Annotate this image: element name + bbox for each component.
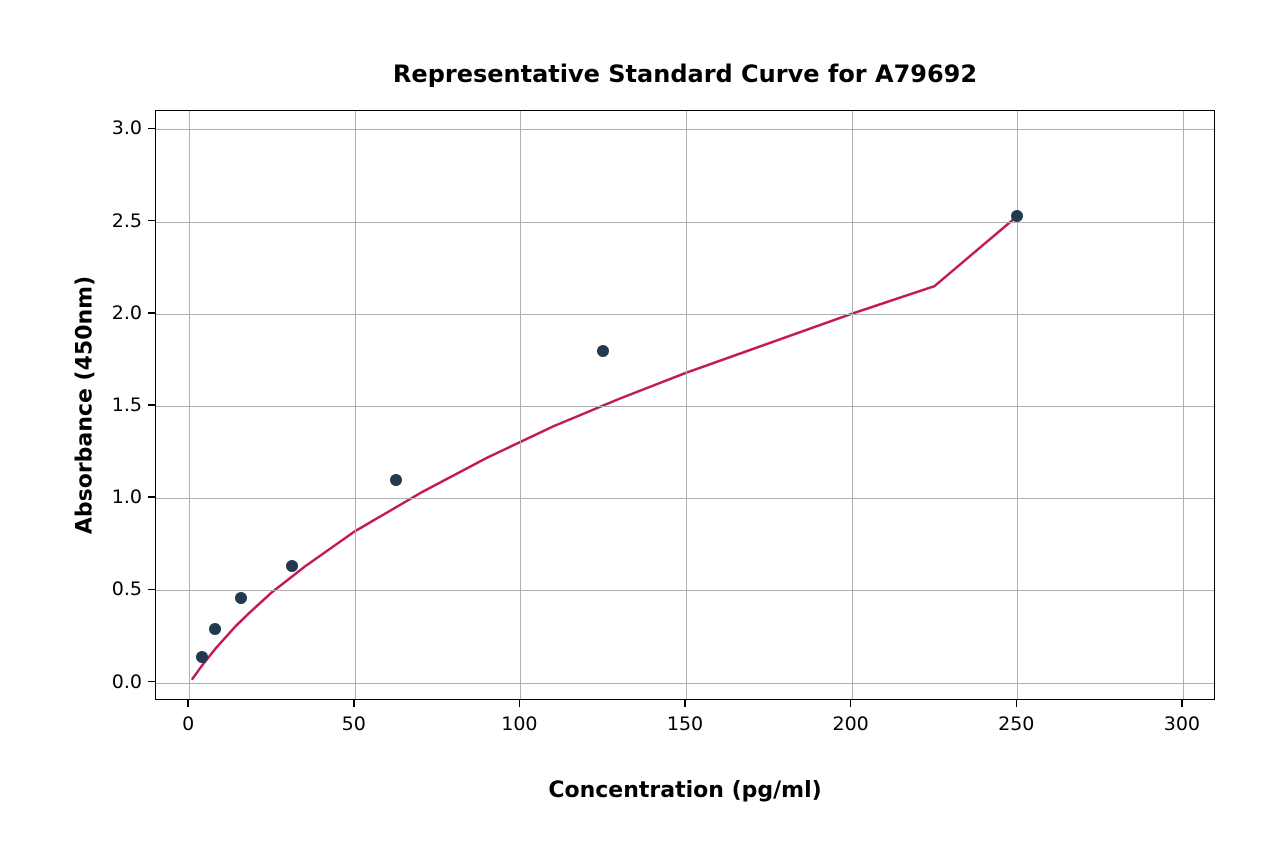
gridline-vertical (520, 111, 521, 699)
plot-area (155, 110, 1215, 700)
data-point (209, 623, 221, 635)
x-tick-label: 100 (501, 713, 537, 735)
data-point (286, 560, 298, 572)
x-tick (353, 700, 355, 707)
gridline-horizontal (156, 498, 1214, 499)
y-tick (148, 128, 155, 130)
y-tick (148, 496, 155, 498)
y-tick-label: 0.5 (112, 578, 142, 600)
y-tick (148, 312, 155, 314)
gridline-horizontal (156, 222, 1214, 223)
y-tick-label: 2.0 (112, 302, 142, 324)
x-tick-label: 0 (182, 713, 194, 735)
gridline-vertical (355, 111, 356, 699)
gridline-horizontal (156, 406, 1214, 407)
x-tick-label: 250 (998, 713, 1034, 735)
gridline-vertical (686, 111, 687, 699)
data-point (235, 592, 247, 604)
x-tick-label: 200 (832, 713, 868, 735)
y-tick (148, 220, 155, 222)
x-tick (684, 700, 686, 707)
chart-title: Representative Standard Curve for A79692 (393, 60, 977, 88)
y-tick-label: 3.0 (112, 117, 142, 139)
gridline-vertical (189, 111, 190, 699)
figure: Representative Standard Curve for A79692… (0, 0, 1280, 845)
data-point (597, 345, 609, 357)
gridline-vertical (852, 111, 853, 699)
data-point (390, 474, 402, 486)
x-tick (187, 700, 189, 707)
y-axis-label: Absorbance (450nm) (73, 276, 98, 534)
x-tick (519, 700, 521, 707)
gridline-horizontal (156, 683, 1214, 684)
y-tick (148, 681, 155, 683)
gridline-vertical (1017, 111, 1018, 699)
x-tick-label: 300 (1164, 713, 1200, 735)
gridline-horizontal (156, 590, 1214, 591)
gridline-vertical (1183, 111, 1184, 699)
curve-path (192, 216, 1017, 679)
x-tick (1181, 700, 1183, 707)
gridline-horizontal (156, 129, 1214, 130)
x-tick-label: 50 (342, 713, 366, 735)
data-point (196, 651, 208, 663)
x-tick-label: 150 (667, 713, 703, 735)
y-tick-label: 1.5 (112, 394, 142, 416)
y-tick-label: 2.5 (112, 210, 142, 232)
gridline-horizontal (156, 314, 1214, 315)
y-tick (148, 589, 155, 591)
x-tick (1016, 700, 1018, 707)
x-axis-label: Concentration (pg/ml) (548, 778, 821, 803)
data-point (1011, 210, 1023, 222)
x-tick (850, 700, 852, 707)
y-tick-label: 1.0 (112, 486, 142, 508)
y-tick (148, 404, 155, 406)
y-tick-label: 0.0 (112, 671, 142, 693)
